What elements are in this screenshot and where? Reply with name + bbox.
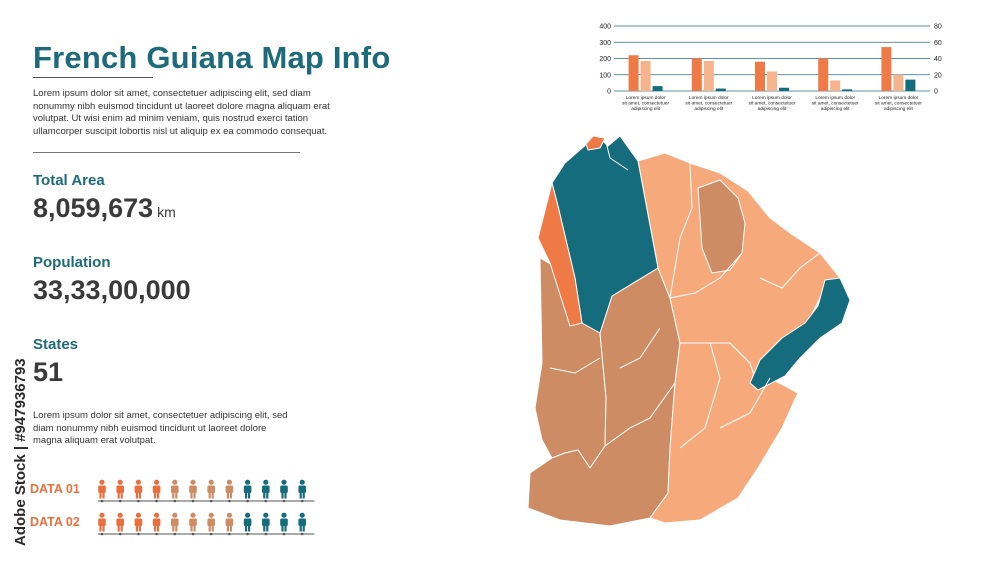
map-border-line	[669, 252, 743, 299]
watermark-text: Adobe Stock | #947936793	[12, 358, 29, 546]
people-icon-row	[98, 479, 315, 503]
right-axis-tick-label: 0	[934, 89, 938, 96]
page-title: French Guiana Map Info	[33, 40, 391, 75]
states-value: 51	[33, 357, 64, 387]
map-border-line	[679, 342, 721, 449]
states-label: States	[33, 336, 79, 353]
chart-bar	[830, 80, 841, 91]
chart-bar	[691, 58, 702, 91]
right-axis-tick-label: 80	[934, 24, 942, 31]
right-axis-tick-label: 60	[934, 40, 942, 47]
person-icon	[280, 512, 288, 536]
map-border-line	[669, 162, 693, 299]
person-icon	[189, 512, 197, 536]
category-label: Lorem ipsum dolor sit amet, consectetuer a…	[812, 95, 859, 112]
right-axis-tick-label: 40	[934, 56, 942, 63]
map-border-line	[549, 357, 601, 374]
chart-bar	[652, 86, 663, 91]
title-underline	[33, 77, 153, 78]
map-region-far-west	[537, 182, 583, 327]
right-axis-tick-label: 20	[934, 72, 942, 79]
data-row-2: DATA 02	[30, 512, 340, 538]
map-region-coast	[749, 277, 851, 391]
description-text: Lorem ipsum dolor sit amet, consectetuer…	[33, 410, 288, 446]
person-icon	[152, 512, 161, 536]
person-icon	[134, 512, 143, 536]
person-icon	[262, 479, 270, 503]
category-label: Lorem ipsum dolor sit amet, consectetuer a…	[875, 95, 922, 112]
total-area-label: Total Area	[33, 172, 105, 189]
person-icon	[207, 512, 215, 536]
person-icon	[116, 479, 124, 503]
person-icon	[298, 479, 306, 503]
map-region-north	[637, 152, 841, 379]
data-row-1: DATA 01	[30, 479, 340, 505]
left-axis-tick-label: 100	[599, 72, 611, 79]
category-label: Lorem ipsum dolor sit amet, consectetuer a…	[622, 95, 669, 112]
map-border-line	[719, 377, 771, 429]
intro-text: Lorem ipsum dolor sit amet, consectetuer…	[33, 88, 330, 137]
person-icon	[189, 479, 197, 503]
chart-bar	[893, 74, 904, 91]
person-icon	[98, 512, 106, 536]
chart-bar	[881, 47, 892, 91]
left-axis-tick-label: 300	[599, 40, 611, 47]
data-row-label: DATA 01	[30, 482, 80, 496]
person-icon	[243, 479, 252, 503]
category-label: Lorem ipsum dolor sit amet, consectetuer a…	[749, 95, 796, 112]
chart-bar	[755, 61, 765, 91]
chart-bar	[842, 89, 853, 91]
population-value: 33,33,00,000	[33, 275, 191, 305]
chart-bar	[779, 87, 789, 91]
chart-bar	[767, 71, 777, 91]
chart-bar	[703, 60, 714, 91]
data-row-label: DATA 02	[30, 515, 80, 529]
total-area-number: 8,059,673	[33, 193, 154, 223]
category-label: Lorem ipsum dolor sit amet, consectetuer a…	[685, 95, 732, 112]
left-axis-tick-label: 0	[607, 89, 611, 96]
chart-bar	[628, 55, 639, 91]
bar-chart: 0 100 200 300 400 0 20 40 60 80 Lorem ipsum dolor s…	[599, 24, 942, 112]
map-border-line	[619, 327, 661, 369]
person-icon	[171, 479, 179, 503]
map-border-line	[759, 252, 821, 289]
person-icon	[262, 512, 270, 536]
person-icon	[171, 512, 179, 536]
person-icon	[98, 479, 106, 503]
person-icon	[280, 479, 288, 503]
chart-bar	[640, 60, 651, 91]
chart-bar	[715, 88, 726, 91]
person-icon	[225, 512, 234, 536]
person-icon	[225, 479, 234, 503]
map-border-line	[604, 137, 629, 171]
person-icon	[243, 512, 252, 536]
left-axis-tick-label: 400	[599, 24, 611, 31]
person-icon	[134, 479, 143, 503]
person-icon	[207, 479, 215, 503]
total-area-unit: km	[157, 204, 176, 220]
map-region-tip	[585, 135, 606, 151]
chart-bar	[818, 58, 829, 91]
person-icon	[116, 512, 124, 536]
left-axis-tick-label: 200	[599, 56, 611, 63]
person-icon	[152, 479, 161, 503]
french-guiana-map	[527, 135, 851, 527]
people-icon-row	[98, 512, 315, 536]
chart-bar	[905, 79, 916, 91]
population-label: Population	[33, 254, 111, 271]
person-icon	[298, 512, 306, 536]
total-area-value: 8,059,673 km	[33, 193, 176, 224]
intro-divider	[33, 152, 300, 153]
